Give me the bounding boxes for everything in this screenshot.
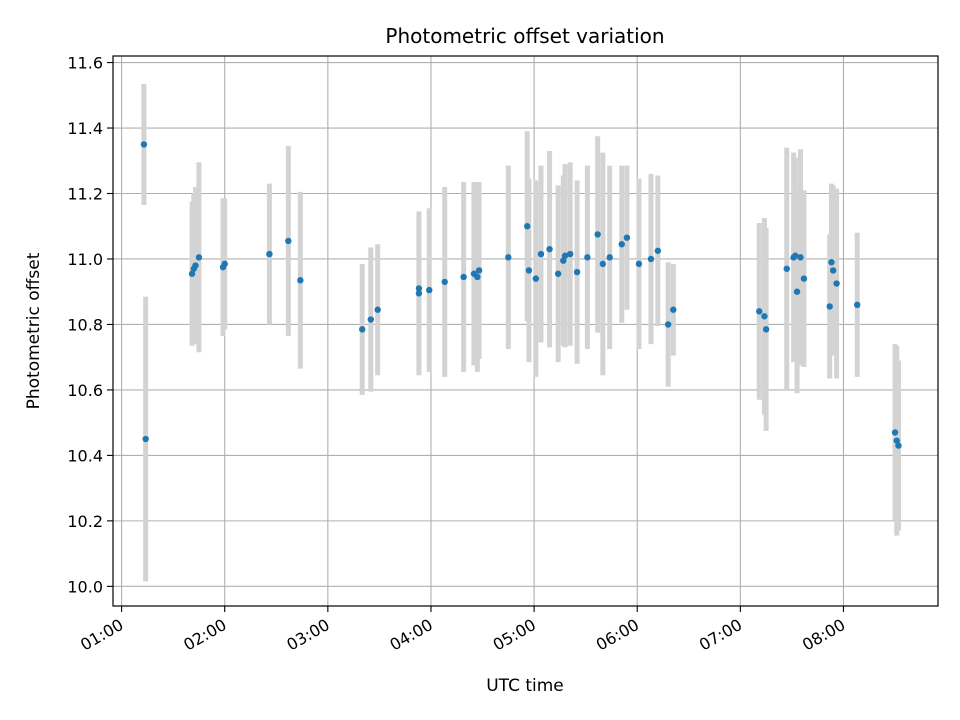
data-point xyxy=(222,261,228,267)
chart-title: Photometric offset variation xyxy=(385,24,664,48)
data-point xyxy=(416,285,422,291)
data-point xyxy=(359,326,365,332)
data-point xyxy=(833,280,839,286)
data-point xyxy=(538,251,544,257)
data-point xyxy=(192,262,198,268)
data-point xyxy=(607,254,613,260)
data-point xyxy=(141,141,147,147)
data-point xyxy=(624,234,630,240)
data-point xyxy=(574,269,580,275)
data-point xyxy=(830,267,836,273)
data-point xyxy=(600,261,606,267)
x-axis-label: UTC time xyxy=(486,676,564,696)
data-point xyxy=(442,279,448,285)
data-point xyxy=(196,254,202,260)
data-point xyxy=(827,303,833,309)
data-point xyxy=(476,267,482,273)
data-point xyxy=(474,274,480,280)
y-tick-label: 11.6 xyxy=(67,54,103,73)
data-point xyxy=(797,254,803,260)
data-point xyxy=(526,267,532,273)
data-point xyxy=(285,238,291,244)
data-point xyxy=(763,326,769,332)
data-point xyxy=(794,289,800,295)
data-point xyxy=(828,259,834,265)
data-point xyxy=(854,302,860,308)
data-point xyxy=(426,287,432,293)
y-tick-label: 10.6 xyxy=(67,381,103,400)
data-point xyxy=(368,316,374,322)
y-tick-label: 10.4 xyxy=(67,446,103,465)
data-point xyxy=(297,277,303,283)
data-point xyxy=(584,254,590,260)
data-point xyxy=(266,251,272,257)
data-point xyxy=(801,275,807,281)
data-point xyxy=(594,231,600,237)
data-point xyxy=(533,275,539,281)
data-point xyxy=(665,321,671,327)
data-point xyxy=(505,254,511,260)
data-point xyxy=(892,429,898,435)
data-point xyxy=(761,313,767,319)
y-tick-label: 10.8 xyxy=(67,315,103,334)
data-point xyxy=(374,307,380,313)
data-point xyxy=(756,308,762,314)
photometric-offset-chart: 10.010.210.410.610.811.011.211.411.6 01:… xyxy=(0,0,960,720)
data-point xyxy=(655,248,661,254)
y-tick-label: 11.4 xyxy=(67,119,103,138)
y-axis-label: Photometric offset xyxy=(24,252,44,409)
data-point xyxy=(670,307,676,313)
data-point xyxy=(555,271,561,277)
data-point xyxy=(619,241,625,247)
y-tick-label: 11.0 xyxy=(67,250,103,269)
data-point xyxy=(784,266,790,272)
y-tick-label: 10.2 xyxy=(67,512,103,531)
data-point xyxy=(648,256,654,262)
data-point xyxy=(636,261,642,267)
y-tick-label: 11.2 xyxy=(67,185,103,204)
data-point xyxy=(142,436,148,442)
data-point xyxy=(546,246,552,252)
data-point xyxy=(567,251,573,257)
data-point xyxy=(895,442,901,448)
data-point xyxy=(460,274,466,280)
y-tick-label: 10.0 xyxy=(67,577,103,596)
data-point xyxy=(524,223,530,229)
